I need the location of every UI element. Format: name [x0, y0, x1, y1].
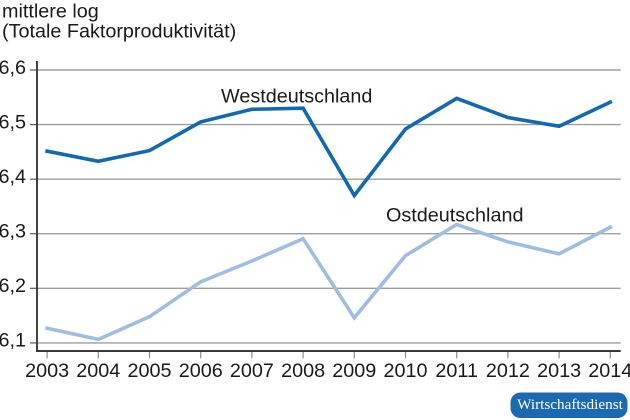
svg-text:2011: 2011: [435, 360, 478, 382]
svg-text:(Totale Faktorproduktivität): (Totale Faktorproduktivität): [2, 20, 236, 42]
svg-text:2003: 2003: [25, 360, 69, 382]
svg-text:2006: 2006: [179, 360, 223, 382]
svg-text:6,5: 6,5: [0, 111, 26, 133]
svg-text:6,2: 6,2: [0, 275, 26, 297]
svg-text:Ostdeutschland: Ostdeutschland: [386, 205, 523, 227]
svg-text:6,1: 6,1: [0, 330, 26, 352]
svg-text:2009: 2009: [332, 360, 376, 382]
svg-text:6,6: 6,6: [0, 57, 26, 79]
svg-text:mittlere log: mittlere log: [2, 0, 99, 22]
svg-text:2010: 2010: [383, 360, 427, 382]
svg-text:Westdeutschland: Westdeutschland: [221, 85, 372, 107]
svg-text:2008: 2008: [281, 360, 325, 382]
svg-text:2005: 2005: [127, 360, 171, 382]
svg-text:6,3: 6,3: [0, 221, 26, 243]
svg-text:2014: 2014: [588, 360, 630, 382]
svg-text:2004: 2004: [76, 360, 120, 382]
svg-text:6,4: 6,4: [0, 166, 26, 188]
svg-text:Wirtschaftsdienst: Wirtschaftsdienst: [517, 396, 623, 413]
svg-text:2013: 2013: [537, 360, 581, 382]
svg-text:2007: 2007: [230, 360, 274, 382]
svg-text:2012: 2012: [486, 360, 530, 382]
